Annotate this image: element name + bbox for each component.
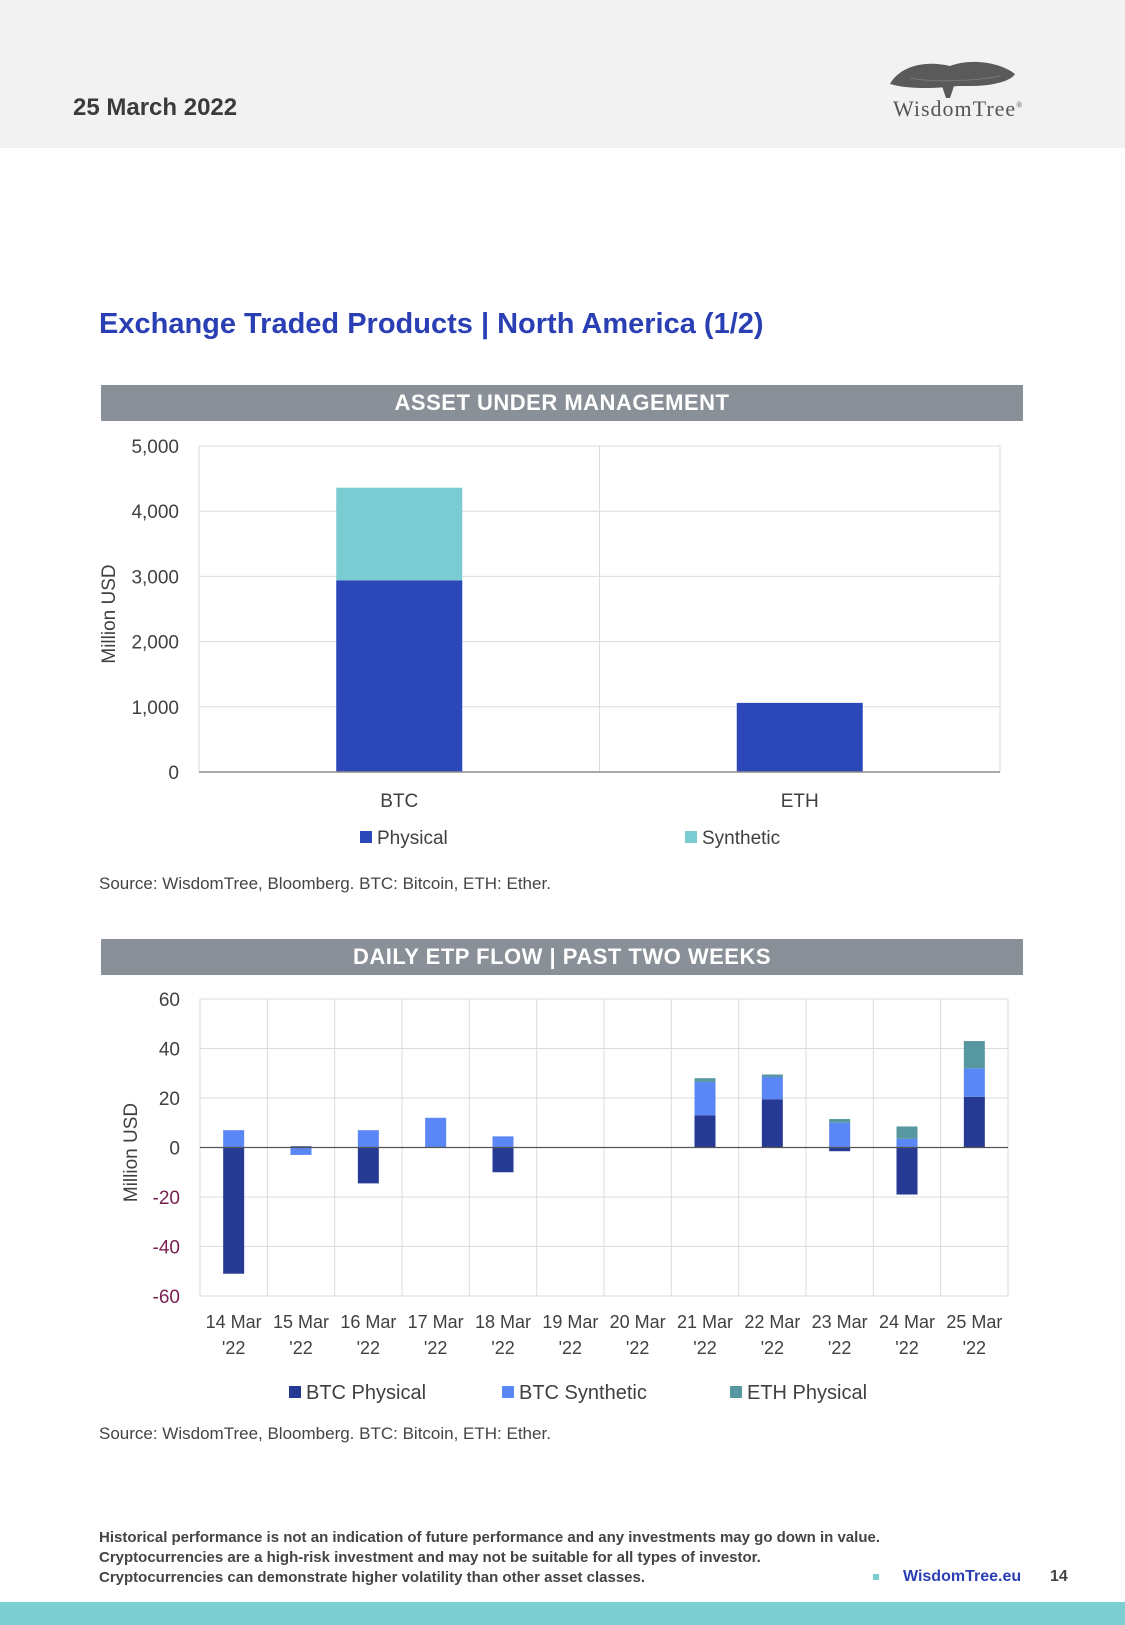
flow-chart: -60 -40 -20 0 20 40 60 14 Mar '22 15 Mar '22 16 Mar…	[121, 990, 1009, 1404]
x-tick-label: 22 Mar	[744, 1312, 800, 1332]
y-tick-label: -60	[153, 1287, 180, 1308]
x-tick-label-year: '22	[963, 1338, 986, 1358]
x-tick-label: 14 Mar	[206, 1312, 262, 1332]
report-date: 25 March 2022	[73, 94, 238, 121]
x-tick-label-year: '22	[357, 1338, 380, 1358]
bar-synthetic-btc	[336, 487, 463, 581]
bar-btc-synthetic-22-mar	[761, 1076, 783, 1100]
x-tick-label-year: '22	[761, 1338, 784, 1358]
bar-eth-physical-23-mar	[829, 1119, 851, 1123]
legend-swatch-synthetic	[685, 831, 697, 843]
website-link[interactable]: WisdomTree.eu	[903, 1568, 1022, 1585]
brand-name: WisdomTree	[893, 96, 1017, 121]
bar-btc-physical-23-mar	[829, 1147, 851, 1152]
bar-btc-synthetic-24-mar	[896, 1138, 918, 1148]
bar-eth-physical-25-mar	[963, 1041, 985, 1069]
flow-source-note: Source: WisdomTree, Bloomberg. BTC: Bitc…	[99, 1424, 551, 1443]
x-tick-label-year: '22	[626, 1338, 649, 1358]
disclaimer: Historical performance is not an indicat…	[99, 1528, 880, 1588]
bar-eth-physical-24-mar	[896, 1126, 918, 1139]
bar-btc-physical-18-mar	[492, 1147, 514, 1173]
bar-eth-physical-22-mar	[761, 1074, 783, 1077]
x-tick-label-year: '22	[895, 1338, 918, 1358]
disclaimer-line: Historical performance is not an indicat…	[99, 1529, 880, 1546]
bar-physical-btc	[336, 580, 463, 772]
legend-swatch-btc-physical	[289, 1386, 301, 1398]
aum-chart-banner: ASSET UNDER MANAGEMENT	[101, 385, 1023, 421]
x-tick-label: BTC	[380, 791, 418, 812]
bar-btc-synthetic-15-mar	[290, 1147, 312, 1155]
brand-wordmark: WisdomTree®	[893, 96, 1024, 121]
legend-swatch-btc-synthetic	[502, 1386, 514, 1398]
y-tick-label: 5,000	[131, 437, 179, 458]
y-tick-label: 40	[159, 1040, 180, 1061]
legend-label: BTC Physical	[306, 1382, 426, 1404]
x-tick-label: 21 Mar	[677, 1312, 733, 1332]
y-tick-label: 1,000	[131, 698, 179, 719]
y-tick-label: 3,000	[131, 567, 179, 588]
disclaimer-line: Cryptocurrencies can demonstrate higher …	[99, 1569, 646, 1586]
y-axis-label: Million USD	[121, 1103, 142, 1202]
x-tick-label-year: '22	[491, 1338, 514, 1358]
x-tick-label: 16 Mar	[340, 1312, 396, 1332]
bar-btc-physical-16-mar	[357, 1147, 379, 1184]
bar-btc-synthetic-25-mar	[963, 1068, 985, 1097]
x-tick-label: 20 Mar	[610, 1312, 666, 1332]
tree-logo-icon	[890, 61, 1015, 98]
aum-source-note: Source: WisdomTree, Bloomberg. BTC: Bitc…	[99, 874, 551, 893]
bar-physical-eth	[736, 702, 863, 772]
x-tick-label-year: '22	[289, 1338, 312, 1358]
x-tick-label: 23 Mar	[812, 1312, 868, 1332]
aum-chart: 0 1,000 2,000 3,000 4,000 5,000 BTC ETH Million …	[99, 437, 1001, 849]
legend-label: BTC Synthetic	[519, 1382, 647, 1404]
x-tick-label: 25 Mar	[946, 1312, 1002, 1332]
x-tick-label-year: '22	[828, 1338, 851, 1358]
bar-btc-synthetic-23-mar	[829, 1122, 851, 1148]
bar-eth-physical-21-mar	[694, 1078, 716, 1082]
legend-swatch-physical	[360, 831, 372, 843]
legend-label: ETH Physical	[747, 1382, 867, 1404]
bar-btc-synthetic-21-mar	[694, 1081, 716, 1116]
x-tick-label: 18 Mar	[475, 1312, 531, 1332]
bullet-icon	[873, 1574, 879, 1580]
y-tick-label: 4,000	[131, 502, 179, 523]
y-tick-label: -40	[153, 1238, 180, 1259]
x-tick-label: ETH	[781, 791, 819, 812]
x-tick-label: 24 Mar	[879, 1312, 935, 1332]
legend-label: Physical	[377, 828, 448, 849]
y-tick-label: 20	[159, 1089, 180, 1110]
page-number: 14	[1050, 1568, 1068, 1585]
x-tick-label: 17 Mar	[408, 1312, 464, 1332]
flow-chart-banner: DAILY ETP FLOW | PAST TWO WEEKS	[101, 939, 1023, 975]
page-title: Exchange Traded Products | North America…	[99, 308, 764, 340]
x-tick-label-year: '22	[693, 1338, 716, 1358]
bar-btc-physical-21-mar	[694, 1115, 716, 1148]
bar-btc-synthetic-18-mar	[492, 1136, 514, 1148]
bar-btc-physical-14-mar	[223, 1147, 245, 1274]
y-tick-label: 2,000	[131, 633, 179, 654]
y-tick-label: 0	[169, 1139, 180, 1160]
legend-swatch-eth-physical	[730, 1386, 742, 1398]
bottom-accent-bar	[0, 1602, 1125, 1625]
y-tick-label: -20	[153, 1188, 180, 1209]
x-tick-label: 15 Mar	[273, 1312, 329, 1332]
bar-btc-physical-22-mar	[761, 1099, 783, 1148]
legend-label: Synthetic	[702, 828, 780, 849]
y-tick-label: 60	[159, 990, 180, 1011]
bar-btc-synthetic-17-mar	[425, 1117, 447, 1148]
x-tick-label-year: '22	[424, 1338, 447, 1358]
x-tick-label-year: '22	[559, 1338, 582, 1358]
bar-btc-physical-15-mar	[290, 1146, 312, 1148]
bar-btc-physical-24-mar	[896, 1147, 918, 1195]
page-header: 25 March 2022 WisdomTree®	[0, 0, 1125, 148]
bar-btc-physical-25-mar	[963, 1096, 985, 1148]
y-tick-label: 0	[168, 763, 179, 784]
bar-btc-synthetic-16-mar	[357, 1130, 379, 1148]
y-axis-label: Million USD	[99, 564, 120, 663]
bar-btc-synthetic-14-mar	[223, 1130, 245, 1148]
x-tick-label: 19 Mar	[542, 1312, 598, 1332]
disclaimer-line: Cryptocurrencies are a high-risk investm…	[99, 1549, 761, 1566]
x-tick-label-year: '22	[222, 1338, 245, 1358]
